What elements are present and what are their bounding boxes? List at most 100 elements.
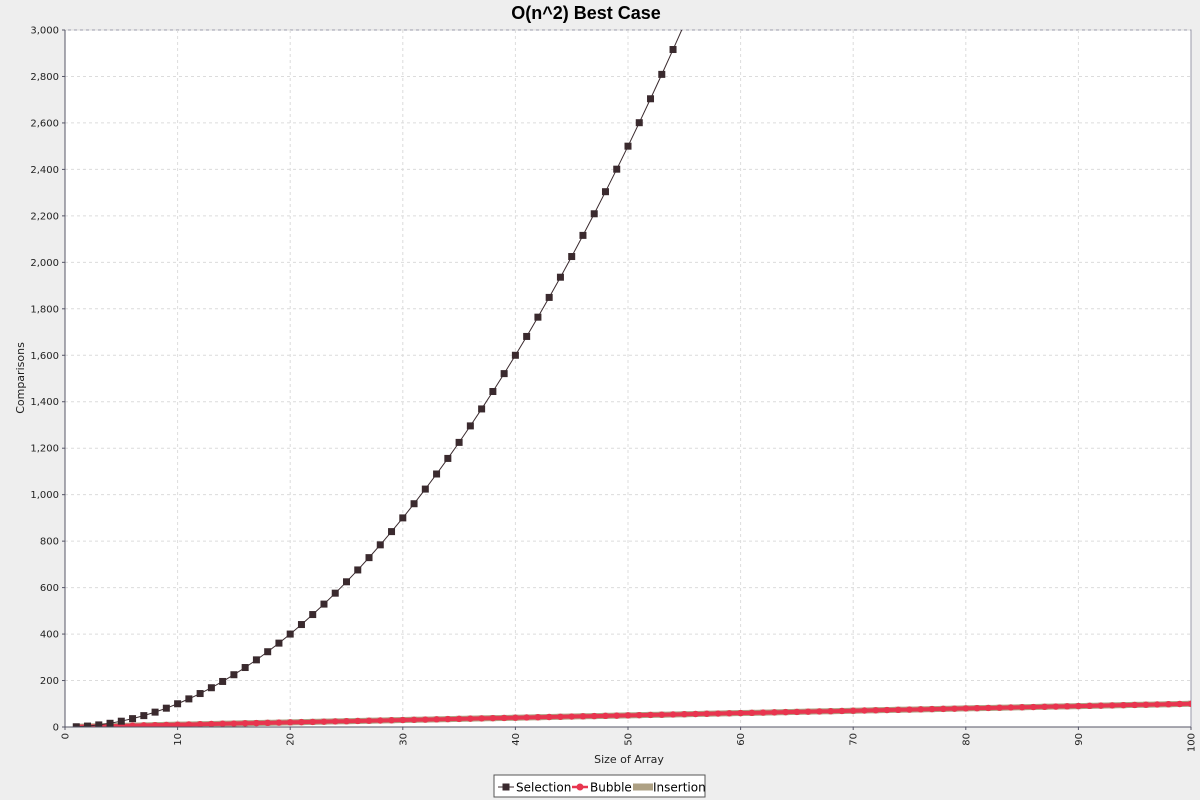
data-point-selection <box>106 719 114 727</box>
data-point-selection <box>433 470 441 478</box>
data-point-bubble <box>1086 702 1093 710</box>
data-point-bubble <box>748 709 756 717</box>
data-point-selection <box>162 704 170 712</box>
y-tick-label: 800 <box>40 537 59 548</box>
data-point-bubble <box>489 714 497 722</box>
data-point-selection <box>219 677 227 685</box>
data-point-selection <box>241 664 249 672</box>
data-point-bubble <box>714 710 722 717</box>
data-point-bubble <box>1165 701 1172 708</box>
data-point-bubble <box>129 722 136 727</box>
data-point-selection <box>478 405 486 413</box>
data-point-bubble <box>410 716 418 723</box>
data-point-bubble <box>782 708 789 716</box>
data-point-selection <box>264 648 272 656</box>
data-point-bubble <box>230 720 238 727</box>
data-point-bubble <box>658 711 665 718</box>
data-point-selection <box>365 554 373 562</box>
y-axis-ticks: 0 200 400 600 800 1,000 1,200 1,400 1,600 1,800 2,… <box>30 26 65 734</box>
data-point-bubble <box>895 706 902 714</box>
x-tick-label: 100 <box>1187 733 1198 752</box>
data-point-bubble <box>523 714 530 721</box>
legend-label: Selection <box>516 781 571 795</box>
data-point-selection <box>343 578 350 586</box>
x-axis-ticks: 0 10 20 30 40 50 60 70 80 90 100 <box>61 727 1198 752</box>
data-point-bubble <box>602 712 609 720</box>
data-point-bubble <box>275 719 283 726</box>
data-point-bubble <box>332 718 339 725</box>
data-point-selection <box>95 721 103 727</box>
data-point-bubble <box>534 714 542 721</box>
x-tick-label: 80 <box>961 733 972 746</box>
data-point-bubble <box>264 719 271 727</box>
data-point-bubble <box>444 715 452 723</box>
data-point-bubble <box>354 717 361 725</box>
y-tick-label: 2,000 <box>30 258 59 269</box>
data-point-bubble <box>1007 704 1015 711</box>
data-point-selection <box>613 165 621 173</box>
data-point-bubble <box>151 721 159 727</box>
y-axis-label: Comparisons <box>14 342 27 414</box>
y-tick-label: 1,000 <box>30 490 59 501</box>
x-tick-label: 20 <box>286 733 297 746</box>
data-point-selection <box>399 514 407 522</box>
data-point-bubble <box>681 711 688 718</box>
x-tick-label: 90 <box>1074 733 1085 746</box>
legend-swatch <box>633 783 653 791</box>
data-point-bubble <box>388 717 395 724</box>
data-point-selection <box>185 695 193 703</box>
y-tick-label: 2,200 <box>30 211 59 222</box>
data-point-bubble <box>512 714 519 721</box>
x-tick-label: 50 <box>624 733 635 746</box>
data-point-selection <box>230 671 238 679</box>
data-point-bubble <box>343 717 350 725</box>
data-point-bubble <box>455 715 463 723</box>
data-point-bubble <box>208 720 215 727</box>
data-point-selection <box>545 293 553 301</box>
x-tick-label: 40 <box>511 733 522 746</box>
data-point-selection <box>252 656 260 664</box>
data-point-bubble <box>951 705 958 712</box>
x-tick-label: 10 <box>173 733 184 746</box>
data-point-bubble <box>816 708 823 715</box>
data-point-bubble <box>973 704 981 712</box>
data-point-bubble <box>636 711 643 719</box>
data-point-bubble <box>241 720 249 727</box>
data-point-selection <box>523 332 531 340</box>
data-point-selection <box>331 589 339 597</box>
data-point-bubble <box>287 719 294 726</box>
legend-item-bubble: Bubble <box>572 781 632 795</box>
data-point-bubble <box>917 706 924 713</box>
data-point-bubble <box>163 721 170 727</box>
data-point-bubble <box>624 712 632 719</box>
data-point-bubble <box>174 721 181 727</box>
data-point-bubble <box>196 721 204 727</box>
data-point-bubble <box>591 712 598 720</box>
data-point-bubble <box>185 721 193 727</box>
legend-label: Insertion <box>653 781 706 795</box>
data-point-bubble <box>399 716 406 724</box>
data-point-bubble <box>1187 700 1191 707</box>
data-point-bubble <box>298 718 305 726</box>
data-point-bubble <box>861 707 868 714</box>
y-tick-label: 200 <box>40 676 59 687</box>
data-point-selection <box>297 621 305 629</box>
y-tick-label: 2,400 <box>30 165 59 176</box>
data-point-bubble <box>545 713 553 721</box>
x-axis-label: Size of Array <box>594 753 664 766</box>
data-point-bubble <box>365 717 373 724</box>
data-point-bubble <box>827 708 834 715</box>
data-point-bubble <box>850 707 857 714</box>
data-point-bubble <box>962 705 969 712</box>
data-point-selection <box>658 70 666 78</box>
data-point-selection <box>466 422 474 430</box>
data-point-bubble <box>928 705 936 713</box>
data-point-bubble <box>883 706 891 714</box>
data-point-selection <box>669 46 677 54</box>
data-point-selection <box>444 454 452 462</box>
data-point-selection <box>309 611 317 619</box>
x-tick-label: 60 <box>736 733 747 746</box>
data-point-bubble <box>433 716 440 723</box>
data-point-selection <box>376 541 384 549</box>
